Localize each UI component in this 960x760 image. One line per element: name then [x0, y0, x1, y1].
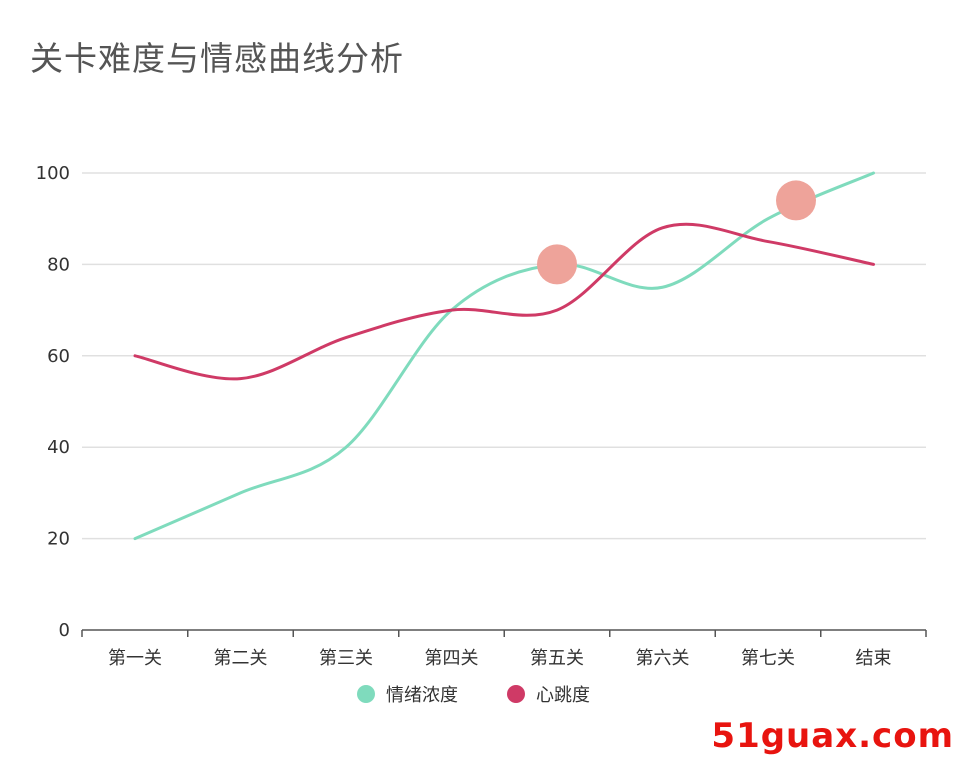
legend: 情绪浓度 心跳度	[357, 685, 590, 706]
series-lines	[133, 171, 875, 541]
series-line-1	[133, 222, 875, 381]
x-tick-label: 第四关	[425, 648, 479, 669]
legend-swatch	[507, 685, 525, 703]
y-tick-label: 100	[36, 163, 70, 184]
axes	[81, 629, 927, 637]
y-tick-label: 40	[47, 437, 70, 458]
y-tick-label: 20	[47, 529, 70, 550]
y-tick-label: 60	[47, 346, 70, 367]
x-tick-label: 第七关	[741, 648, 795, 669]
y-tick-label: 80	[47, 254, 70, 275]
highlight-markers	[537, 180, 816, 285]
y-tick-label: 0	[59, 620, 70, 641]
x-tick-label: 结束	[856, 648, 892, 669]
series-line-0	[133, 171, 875, 541]
x-tick-label: 第二关	[214, 648, 268, 669]
watermark: 51guax.com	[711, 716, 954, 756]
x-tick-label: 第一关	[108, 648, 162, 669]
grid-lines	[82, 172, 926, 540]
x-tick-label: 第三关	[319, 648, 373, 669]
x-tick-labels: 第一关 第二关 第三关 第四关 第五关 第六关 第七关 结束	[108, 648, 892, 669]
legend-swatch	[357, 685, 375, 703]
x-tick-label: 第五关	[530, 648, 584, 669]
chart-title: 关卡难度与情感曲线分析	[30, 39, 404, 78]
x-tick-label: 第六关	[636, 648, 690, 669]
legend-label: 情绪浓度	[386, 685, 458, 706]
y-tick-labels: 0 20 40 60 80 100	[36, 163, 70, 641]
legend-label: 心跳度	[536, 685, 590, 706]
highlight-marker	[776, 180, 816, 221]
highlight-marker	[537, 244, 577, 285]
